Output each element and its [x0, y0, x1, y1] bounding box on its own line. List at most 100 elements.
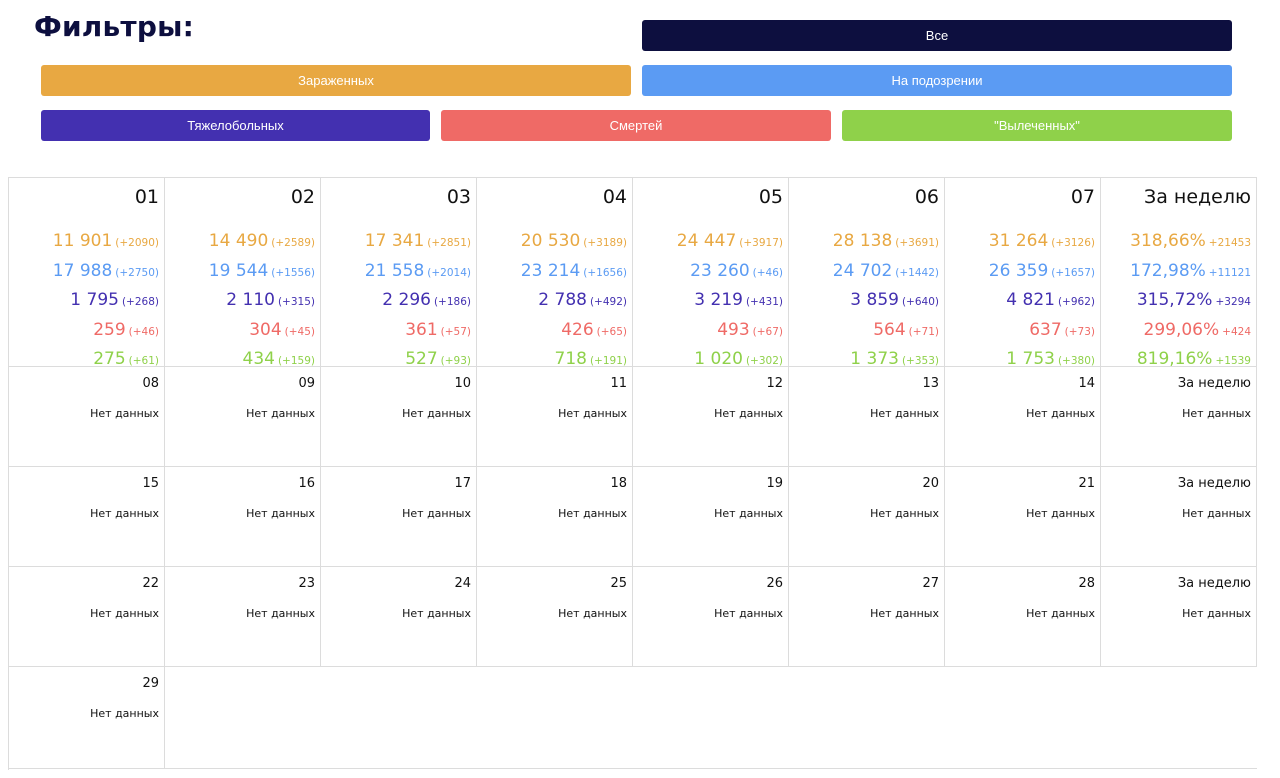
no-data-label: Нет данных — [870, 407, 939, 420]
filter-deaths-button[interactable]: Смертей — [441, 110, 831, 141]
filter-recovered-button[interactable]: "Вылеченных" — [842, 110, 1232, 141]
stat-deaths: 564 (+71) — [789, 317, 939, 347]
stat-severe: 2 110 (+315) — [165, 287, 315, 317]
day-cell: 25 Нет данных — [477, 567, 633, 666]
no-data-label: Нет данных — [714, 607, 783, 620]
stat-delta: (+2090) — [115, 237, 159, 249]
stat-severe: 1 795 (+268) — [9, 287, 159, 317]
stat-value: 172,98% — [1130, 260, 1206, 281]
day-cell: 29 Нет данных — [9, 667, 165, 768]
stat-value: 718 — [554, 349, 587, 369]
stat-delta: (+962) — [1057, 296, 1095, 308]
week-row-3: 15 Нет данных 16 Нет данных 17 Нет данных 18 Не… — [9, 467, 1257, 567]
no-data-label: Нет данных — [1026, 407, 1095, 420]
stat-delta: (+186) — [433, 296, 471, 308]
stat-deaths: 259 (+46) — [9, 317, 159, 347]
week-summary-cell: За неделю Нет данных — [1101, 467, 1257, 566]
stat-delta: (+65) — [596, 325, 627, 338]
stat-deaths: 361 (+57) — [321, 317, 471, 347]
stat-value: 17 988 — [52, 260, 113, 281]
stat-suspected: 172,98% +11121 — [1101, 258, 1251, 288]
stat-delta: (+73) — [1064, 325, 1095, 338]
filter-all-button[interactable]: Все — [642, 20, 1232, 51]
stat-value: 14 490 — [208, 231, 269, 251]
stat-recovered: 718 (+191) — [477, 346, 628, 376]
stat-severe: 315,72% +3294 — [1101, 287, 1251, 317]
week-summary-label: За неделю — [1144, 186, 1251, 208]
stat-delta: (+492) — [589, 296, 627, 308]
stat-deaths: 426 (+65) — [477, 317, 627, 347]
stat-delta: (+302) — [745, 355, 783, 367]
stat-suspected: 26 359 (+1657) — [945, 258, 1095, 288]
week-summary-cell: За неделю Нет данных — [1101, 567, 1257, 666]
stat-delta: +1539 — [1215, 355, 1251, 367]
day-cell: 23 Нет данных — [165, 567, 321, 666]
day-number: 08 — [142, 376, 159, 391]
stat-severe: 2 788 (+492) — [477, 287, 627, 317]
filter-suspected-button[interactable]: На подозрении — [642, 65, 1232, 96]
day-cell: 10 Нет данных — [321, 367, 477, 466]
no-data-label: Нет данных — [714, 507, 783, 520]
stat-delta: +11121 — [1208, 266, 1251, 279]
stat-delta: +424 — [1222, 325, 1251, 338]
stat-delta: (+3917) — [739, 237, 783, 249]
stat-delta: (+191) — [589, 355, 627, 367]
stat-delta: (+2851) — [427, 237, 471, 249]
day-cell: 08 Нет данных — [9, 367, 165, 466]
no-data-label: Нет данных — [1182, 507, 1251, 520]
stat-value: 304 — [249, 319, 282, 340]
day-number: 12 — [766, 376, 783, 391]
stat-delta: (+45) — [284, 325, 315, 338]
day-cell: 27 Нет данных — [789, 567, 945, 666]
filter-infected-button[interactable]: Зараженных — [41, 65, 631, 96]
stat-delta: (+46) — [752, 266, 783, 279]
stat-delta: (+57) — [440, 325, 471, 338]
day-cell: 12 Нет данных — [633, 367, 789, 466]
week-row-1: 01 11 901 (+2090) 17 988 (+2750) 1 795 (+268) 2… — [9, 178, 1257, 369]
week-row-2: 08 Нет данных 09 Нет данных 10 Нет данных 11 Не… — [9, 367, 1257, 467]
stat-infected: 11 901 (+2090) — [9, 228, 159, 258]
day-cell: 20 Нет данных — [789, 467, 945, 566]
stat-value: 26 359 — [988, 260, 1049, 281]
stat-value: 11 901 — [52, 231, 113, 251]
stat-delta: (+2750) — [115, 266, 159, 279]
no-data-label: Нет данных — [870, 607, 939, 620]
no-data-label: Нет данных — [1182, 407, 1251, 420]
stat-value: 1 795 — [70, 290, 119, 310]
no-data-label: Нет данных — [870, 507, 939, 520]
no-data-label: Нет данных — [90, 707, 159, 720]
day-number: 15 — [142, 476, 159, 491]
stat-delta: (+3126) — [1051, 237, 1095, 249]
stat-value: 275 — [93, 349, 126, 369]
day-number: 13 — [922, 376, 939, 391]
week-summary-label: За неделю — [1177, 376, 1251, 391]
day-cell: 19 Нет данных — [633, 467, 789, 566]
day-cell: 11 Нет данных — [477, 367, 633, 466]
stat-delta: (+431) — [745, 296, 783, 308]
stat-value: 426 — [561, 319, 594, 340]
stat-value: 527 — [405, 349, 438, 369]
page-title: Фильтры: — [34, 10, 194, 43]
day-cell: 17 Нет данных — [321, 467, 477, 566]
week-summary-cell: За неделю 318,66% +21453 172,98% +11121 315,7… — [1101, 178, 1257, 369]
day-cell: 05 24 447 (+3917) 23 260 (+46) 3 219 (+431) 493… — [633, 178, 789, 369]
stat-delta: (+380) — [1057, 355, 1095, 367]
day-cell: 28 Нет данных — [945, 567, 1101, 666]
stat-value: 315,72% — [1136, 290, 1213, 310]
stat-value: 819,16% — [1136, 349, 1213, 369]
stat-infected: 31 264 (+3126) — [945, 228, 1095, 258]
stat-suspected: 23 214 (+1656) — [477, 258, 627, 288]
calendar-grid: 01 11 901 (+2090) 17 988 (+2750) 1 795 (+268) 2… — [8, 177, 1257, 770]
day-cell: 04 20 530 (+3189) 23 214 (+1656) 2 788 (+492) 4… — [477, 178, 633, 369]
stat-value: 19 544 — [208, 260, 269, 281]
filter-severe-button[interactable]: Тяжелобольных — [41, 110, 430, 141]
day-number: 05 — [758, 186, 783, 208]
stat-delta: (+1442) — [895, 266, 939, 279]
stat-value: 434 — [242, 349, 275, 369]
stat-value: 1 020 — [694, 349, 743, 369]
stat-suspected: 24 702 (+1442) — [789, 258, 939, 288]
stat-value: 318,66% — [1130, 231, 1206, 251]
day-number: 28 — [1078, 576, 1095, 591]
stat-deaths: 637 (+73) — [945, 317, 1095, 347]
stat-value: 21 558 — [364, 260, 425, 281]
